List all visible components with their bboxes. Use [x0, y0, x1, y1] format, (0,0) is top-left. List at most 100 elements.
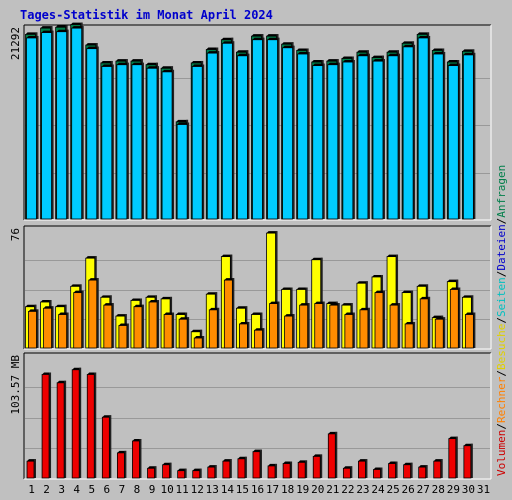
bar-dateien-day-19-side [307, 52, 310, 219]
bar-volumen-day-4-face [71, 369, 80, 479]
bar-rechner-day-19-face [299, 304, 309, 349]
day-label-30: 30 [462, 483, 475, 496]
bar-besuche-day-15-top [236, 306, 248, 309]
bar-rechner-day-22-side [352, 312, 355, 348]
bar-rechner-day-29-side [458, 287, 461, 348]
bar-volumen-day-11 [177, 468, 187, 479]
bar-dateien-day-11-top [177, 122, 190, 125]
bar-dateien-day-28-top [433, 52, 446, 55]
bar-anfragen-day-10-top [161, 66, 174, 69]
bar-volumen-day-8-top [132, 438, 142, 441]
bar-dateien-day-24-top [372, 59, 385, 62]
legend-item-dateien: Dateien [495, 224, 508, 270]
bar-dateien-day-20-face [312, 65, 324, 220]
bar-volumen-day-2-top [42, 372, 52, 375]
bar-rechner-day-12-face [193, 337, 203, 349]
bar-dateien-day-18-face [282, 47, 293, 220]
bar-besuche-day-1-top [25, 304, 37, 307]
bar-rechner-day-28-face [434, 318, 444, 349]
bar-dateien-day-5-face [86, 48, 98, 220]
bar-volumen-day-5-side [94, 372, 97, 478]
bar-anfragen-day-8-top [130, 59, 143, 62]
bar-besuche-day-17-side [275, 231, 278, 348]
legend-item-besuche: Besuche [495, 324, 508, 370]
bar-besuche-day-6-top [100, 295, 112, 298]
bar-volumen-day-10-face [162, 464, 170, 479]
bar-volumen-day-3-side [64, 380, 67, 478]
bar-dateien-day-30-face [462, 54, 474, 220]
bar-anfragen-day-22-top [341, 56, 354, 59]
bar-dateien-day-15 [237, 53, 250, 220]
bar-dateien-day-17-side [277, 37, 280, 219]
bar-volumen-day-1 [26, 459, 36, 479]
bar-volumen-day-6 [101, 415, 112, 479]
bar-volumen-day-29 [448, 436, 458, 479]
bar-dateien-day-8-face [131, 64, 143, 220]
bar-rechner-day-17-side [277, 301, 280, 348]
bar-rechner-day-18-side [292, 314, 295, 348]
bar-dateien-day-26-side [413, 44, 416, 220]
bar-dateien-day-24-face [372, 60, 384, 220]
bar-volumen-day-15-face [237, 458, 246, 479]
bar-volumen-day-26-top [403, 462, 413, 465]
bar-dateien-day-7 [116, 62, 129, 220]
bar-dateien-day-14 [221, 41, 235, 220]
bar-dateien-day-16-side [262, 37, 265, 219]
legend-separator: / [495, 218, 508, 225]
bar-volumen-day-24-face [373, 469, 381, 479]
bar-volumen-day-5-top [87, 372, 97, 375]
bar-dateien-day-25-top [388, 53, 401, 56]
bar-volumen-day-22-face [342, 467, 351, 479]
bar-rechner-day-22-face [344, 314, 354, 349]
bar-rechner-day-29-face [449, 289, 459, 349]
legend-item-volumen: Volumen [495, 430, 508, 476]
legend-text: Volumen/Rechner/Besuche/Seiten/Dateien/A… [495, 165, 508, 476]
bar-anfragen-day-20-top [311, 60, 324, 63]
bar-volumen-day-14-face [222, 460, 231, 479]
bar-dateien-day-25-side [398, 53, 401, 219]
bar-dateien-day-25 [387, 53, 401, 220]
bar-volumen-day-15-side [244, 456, 247, 478]
bar-dateien-day-2-face [41, 32, 52, 220]
bar-rechner-day-9-side [157, 300, 160, 348]
bar-volumen-day-5 [86, 372, 97, 479]
bar-dateien-day-26-top [403, 44, 416, 47]
bar-anfragen-day-6-top [100, 60, 113, 63]
bar-volumen-day-25 [388, 461, 398, 479]
bar-dateien-day-19-top [297, 52, 310, 55]
bar-besuche-day-17-top [266, 231, 278, 234]
bar-rechner-day-23-face [359, 309, 369, 349]
bar-dateien-day-22-side [352, 60, 355, 220]
bar-rechner-day-6-face [103, 304, 113, 349]
chart-title: Tages-Statistik im Monat April 2024 [20, 8, 273, 22]
bar-volumen-day-15-top [237, 456, 247, 459]
bar-rechner-day-16-side [262, 328, 265, 348]
day-label-27: 27 [417, 483, 430, 496]
bar-volumen-day-13-top [207, 465, 217, 468]
bar-rechner-day-18-face [284, 315, 293, 349]
day-label-8: 8 [134, 483, 141, 496]
bar-dateien-day-4 [71, 26, 84, 220]
bar-volumen-day-3-top [57, 380, 67, 383]
bar-rechner-day-30 [464, 312, 476, 349]
bar-volumen-day-1-top [27, 459, 36, 462]
bar-anfragen-day-13-top [206, 47, 219, 50]
bar-dateien-day-20 [312, 63, 325, 220]
bar-anfragen-day-16-top [251, 34, 264, 37]
bar-dateien-day-10 [161, 69, 175, 220]
bar-volumen-day-18 [282, 461, 293, 479]
bar-rechner-day-8-side [141, 304, 144, 348]
bar-dateien-day-2-top [41, 30, 54, 33]
bar-anfragen-day-2-top [40, 26, 53, 29]
bar-volumen-day-24-side [380, 467, 383, 478]
bar-rechner-day-17-face [269, 303, 278, 349]
bar-anfragen-day-14-top [221, 37, 234, 40]
bar-dateien-day-15-side [247, 53, 250, 219]
bar-rechner-day-19-side [307, 303, 310, 348]
bar-besuche-day-9-top [146, 295, 158, 298]
bar-volumen-day-20-side [320, 454, 323, 478]
bar-rechner-day-3-side [66, 312, 69, 348]
bar-rechner-day-15-face [239, 323, 248, 349]
bar-dateien-day-2 [41, 30, 54, 220]
bar-volumen-day-14-top [222, 459, 232, 462]
